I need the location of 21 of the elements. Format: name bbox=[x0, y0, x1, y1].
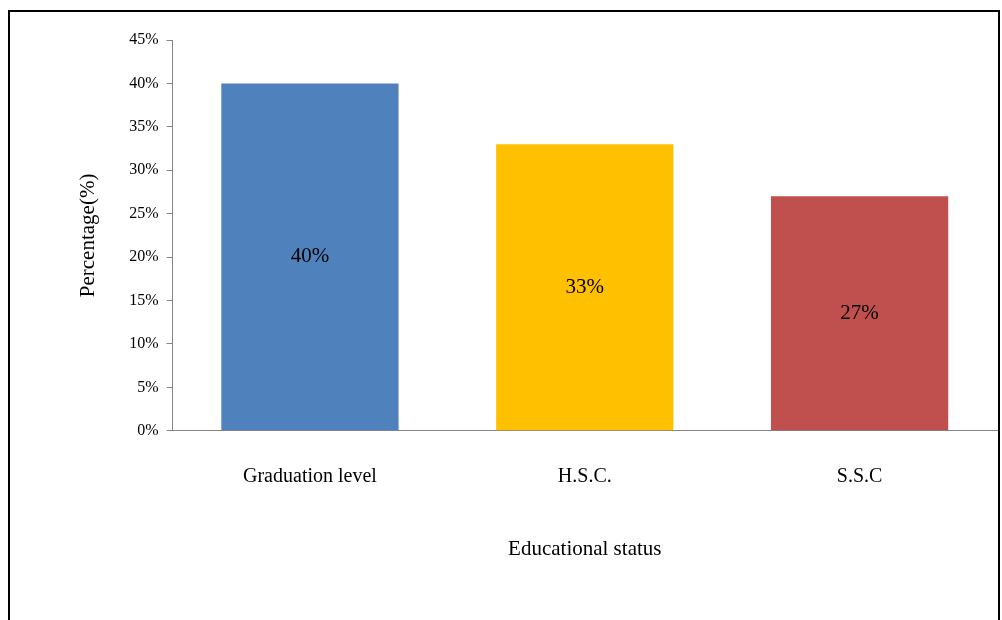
x-tick-label: H.S.C. bbox=[557, 464, 612, 487]
bar bbox=[496, 144, 674, 431]
y-tick-label: 40% bbox=[129, 73, 159, 91]
y-tick-label: 10% bbox=[129, 334, 159, 352]
y-tick-label: 0% bbox=[137, 421, 159, 438]
x-axis-title: Educational status bbox=[508, 535, 662, 560]
x-tick-label: Graduation level bbox=[243, 464, 378, 487]
y-tick-label: 5% bbox=[137, 377, 159, 395]
y-tick-label: 30% bbox=[129, 160, 159, 178]
y-tick-label: 20% bbox=[129, 247, 159, 265]
y-tick-label: 45% bbox=[129, 30, 159, 48]
data-label: 27% bbox=[840, 299, 879, 324]
x-tick-label: S.S.C bbox=[836, 464, 883, 487]
bar bbox=[770, 196, 949, 431]
y-tick-label: 25% bbox=[129, 203, 159, 221]
y-tick-label: 35% bbox=[129, 117, 159, 135]
data-label: 40% bbox=[290, 243, 330, 268]
data-label: 33% bbox=[565, 273, 605, 298]
y-tick-label: 15% bbox=[129, 290, 159, 308]
y-axis-title: Percentage(%) bbox=[75, 173, 100, 298]
bar bbox=[221, 83, 399, 431]
